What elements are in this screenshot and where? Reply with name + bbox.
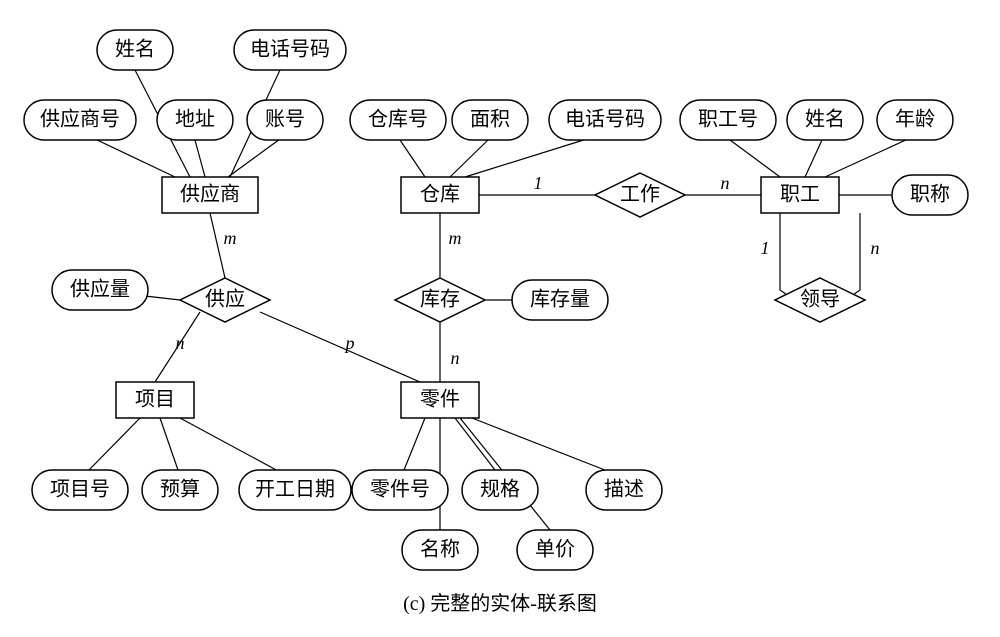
attr-label-part_spec: 规格 bbox=[480, 478, 520, 501]
cardinality-work_1: 1 bbox=[534, 173, 543, 193]
cardinality-lead_n: n bbox=[871, 238, 880, 258]
relation-label-lead: 领导 bbox=[800, 288, 840, 311]
entity-label-part: 零件 bbox=[420, 388, 460, 411]
edge-supplier_addr-supplier bbox=[195, 140, 205, 177]
relation-label-stock: 库存 bbox=[420, 288, 460, 311]
cardinality-supply_m: m bbox=[224, 228, 237, 248]
entity-label-employee: 职工 bbox=[780, 184, 820, 206]
edge-supply-part bbox=[260, 312, 420, 382]
edge-part_id-part bbox=[404, 418, 425, 470]
attr-label-emp_id: 职工号 bbox=[698, 109, 758, 131]
attr-label-warehouse_phone: 电话号码 bbox=[565, 108, 645, 131]
edge-emp_id-employee bbox=[730, 140, 780, 177]
attr-label-supplier_name: 姓名 bbox=[115, 38, 155, 61]
attr-label-supplier_phone: 电话号码 bbox=[250, 38, 330, 61]
relation-label-supply: 供应 bbox=[205, 288, 245, 311]
edge-supply_amount-supply bbox=[145, 296, 180, 300]
diagram-caption: (c) 完整的实体-联系图 bbox=[403, 592, 597, 615]
attr-label-emp_name: 姓名 bbox=[805, 108, 845, 131]
cardinality-work_n: n bbox=[721, 173, 730, 193]
entity-label-project: 项目 bbox=[135, 389, 175, 411]
attr-label-supply_amount: 供应量 bbox=[70, 278, 130, 301]
edge-part_desc-part bbox=[472, 418, 610, 472]
edge-supplier_id-supplier bbox=[95, 139, 175, 177]
attr-label-proj_id: 项目号 bbox=[50, 479, 110, 501]
cardinality-supply_p: p bbox=[344, 333, 355, 353]
attr-label-proj_budget: 预算 bbox=[160, 478, 200, 501]
attr-label-warehouse_area: 面积 bbox=[470, 108, 510, 131]
attr-label-part_desc: 描述 bbox=[604, 478, 644, 501]
edge-proj_start-project bbox=[180, 418, 280, 472]
attr-label-supplier_addr: 地址 bbox=[175, 108, 215, 131]
attr-label-proj_start: 开工日期 bbox=[255, 479, 335, 501]
attr-label-part_id: 零件号 bbox=[370, 478, 430, 501]
cardinality-stock_n: n bbox=[451, 348, 460, 368]
edge-employee-lead_left bbox=[780, 213, 790, 297]
edge-warehouse_id-warehouse bbox=[400, 140, 425, 177]
attr-label-supplier_acct: 账号 bbox=[265, 108, 305, 131]
edge-proj_budget-project bbox=[160, 418, 178, 470]
attr-label-emp_age: 年龄 bbox=[895, 108, 935, 131]
attr-label-supplier_id: 供应商号 bbox=[40, 108, 120, 131]
edge-employee-lead_right bbox=[850, 213, 860, 297]
cardinality-supply_n: n bbox=[176, 333, 185, 353]
entity-label-supplier: 供应商 bbox=[180, 183, 240, 206]
attr-label-part_name: 名称 bbox=[420, 538, 460, 561]
edge-part_spec-part bbox=[455, 418, 495, 470]
cardinality-stock_m: m bbox=[449, 228, 462, 248]
er-diagram: 供应商仓库职工项目零件供应工作库存领导姓名电话号码供应商号地址账号仓库号面积电话… bbox=[0, 0, 1000, 637]
cardinality-lead_1: 1 bbox=[761, 238, 770, 258]
relation-label-work: 工作 bbox=[620, 183, 660, 206]
entity-label-warehouse: 仓库 bbox=[420, 183, 460, 206]
attr-label-stock_amount: 库存量 bbox=[530, 288, 590, 311]
attr-label-emp_title: 职称 bbox=[910, 183, 950, 206]
edge-emp_age-employee bbox=[825, 139, 908, 177]
edge-emp_name-employee bbox=[805, 140, 822, 177]
edge-supplier_acct-supplier bbox=[228, 139, 280, 177]
edge-proj_id-project bbox=[88, 418, 140, 471]
attr-label-warehouse_id: 仓库号 bbox=[368, 108, 428, 131]
attr-label-part_price: 单价 bbox=[535, 538, 575, 561]
